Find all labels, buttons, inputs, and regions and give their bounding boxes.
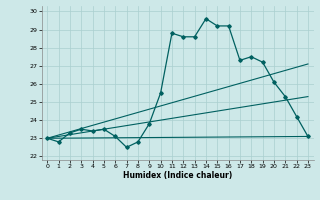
X-axis label: Humidex (Indice chaleur): Humidex (Indice chaleur) <box>123 171 232 180</box>
